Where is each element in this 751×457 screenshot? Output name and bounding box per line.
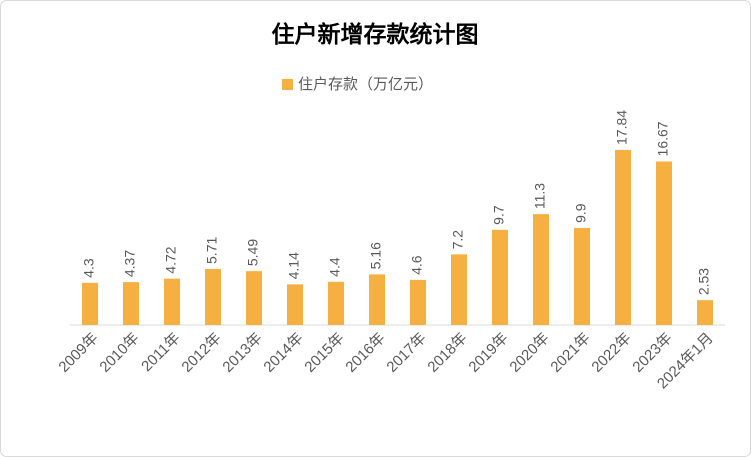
- bar: [164, 278, 180, 325]
- bar: [533, 214, 549, 325]
- data-label: 4.72: [163, 246, 179, 273]
- bar: [697, 300, 713, 325]
- bar: [369, 274, 385, 325]
- bar: [246, 271, 262, 325]
- bar: [451, 254, 467, 325]
- bar: [82, 282, 98, 325]
- data-label: 5.16: [368, 242, 384, 269]
- data-label: 4.37: [122, 250, 138, 277]
- data-label: 16.67: [655, 121, 671, 156]
- data-label: 4.4: [327, 257, 343, 277]
- bar: [328, 281, 344, 325]
- data-label: 17.84: [614, 110, 630, 145]
- data-label: 4.14: [286, 252, 302, 279]
- bar: [123, 282, 139, 325]
- data-label: 5.49: [245, 239, 261, 266]
- bar: [656, 161, 672, 325]
- bar: [205, 268, 221, 325]
- bar: [574, 227, 590, 325]
- data-label: 11.3: [532, 183, 548, 209]
- chart-title: 住户新增存款统计图: [272, 21, 479, 47]
- bar: [492, 229, 508, 325]
- bar: [410, 279, 426, 325]
- data-label: 9.7: [491, 205, 507, 225]
- bar: [287, 284, 303, 325]
- data-label: 7.2: [450, 230, 466, 250]
- bar: [615, 149, 631, 325]
- data-label: 9.9: [573, 203, 589, 223]
- data-label: 4.3: [81, 258, 97, 278]
- data-label: 4.6: [409, 255, 425, 275]
- legend-swatch: [282, 79, 293, 90]
- data-label: 2.53: [696, 268, 712, 295]
- legend-label: 住户存款（万亿元）: [298, 76, 433, 93]
- data-label: 5.71: [204, 237, 220, 264]
